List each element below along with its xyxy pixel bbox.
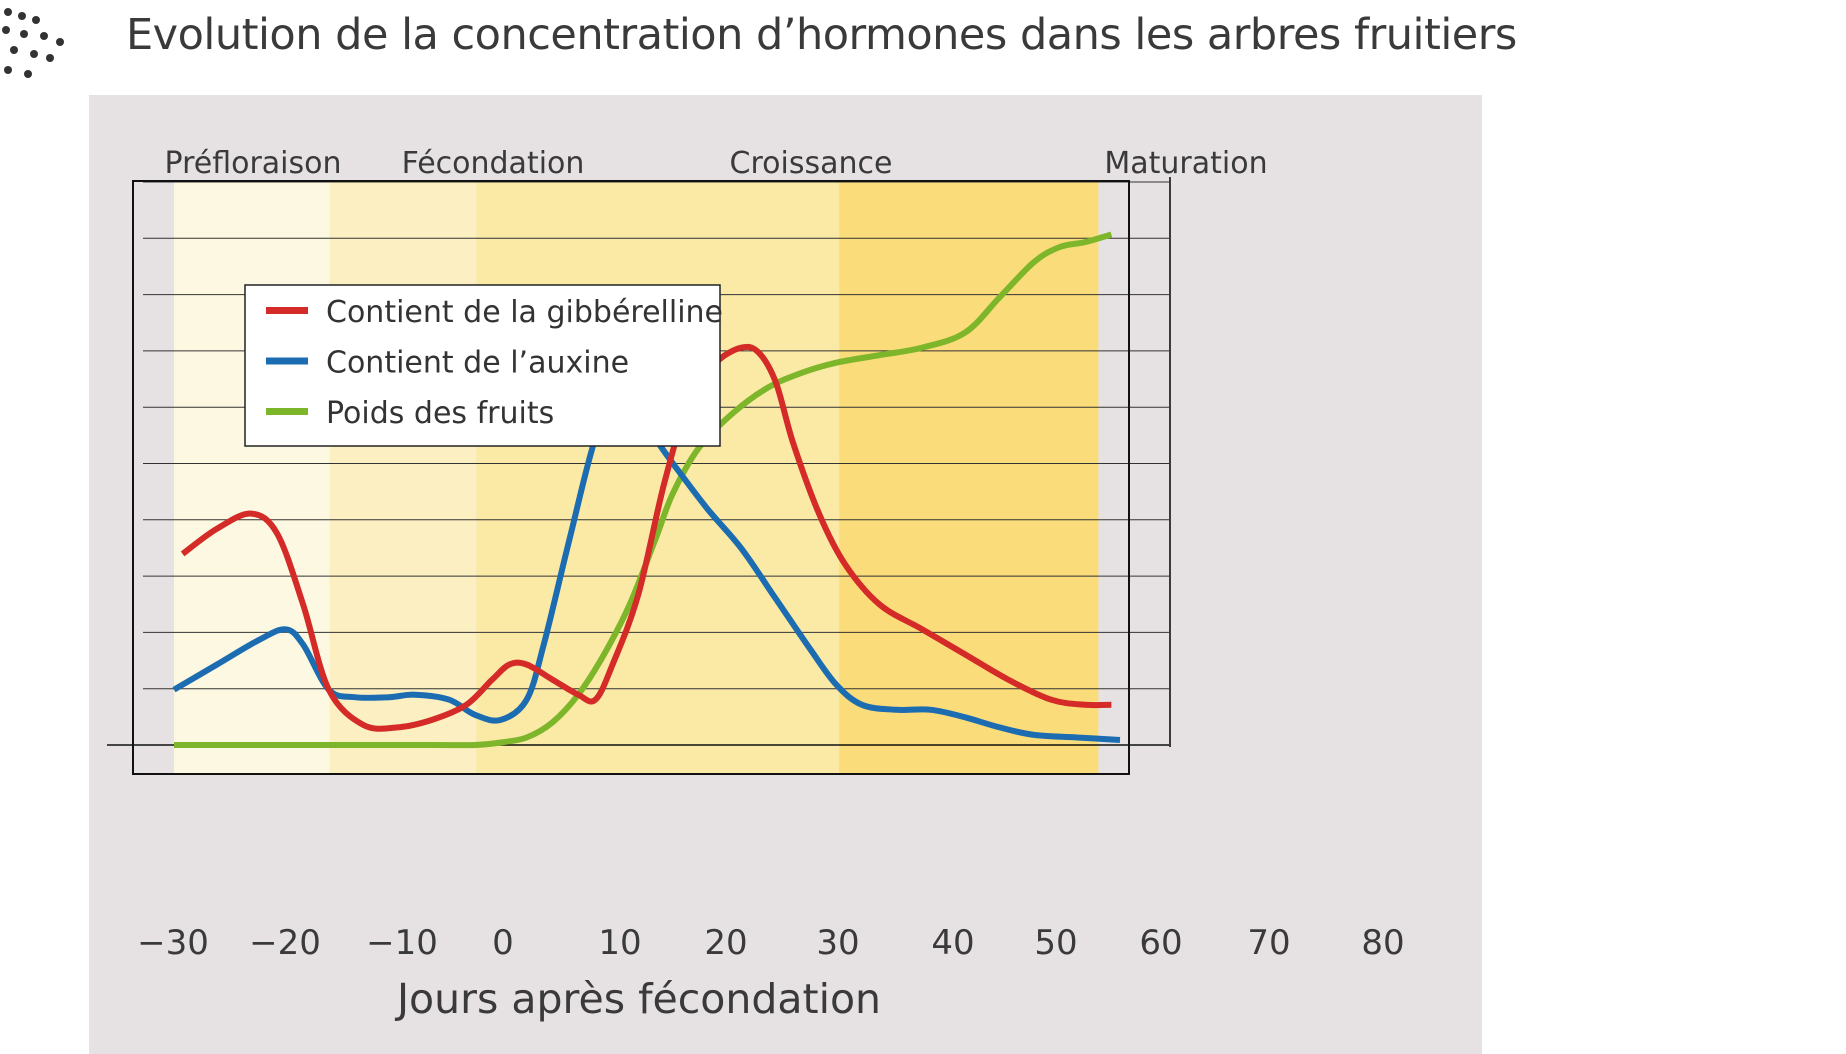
chart-title: Evolution de la concentration d’hormones… — [126, 10, 1517, 60]
legend-label: Contient de l’auxine — [326, 346, 629, 381]
x-tick-label: −10 — [366, 923, 438, 963]
x-tick-label: −20 — [249, 923, 321, 963]
chart: Contient de la gibbérelline Contient de l… — [107, 146, 1405, 1023]
legend-swatch — [266, 408, 308, 415]
phase-band — [329, 181, 477, 774]
legend: Contient de la gibbérelline Contient de l… — [244, 284, 723, 447]
phase-label: Fécondation — [402, 146, 585, 181]
legend-swatch — [266, 357, 308, 365]
phase-label: Préfloraison — [165, 146, 342, 181]
legend-label: Contient de la gibbérelline — [326, 295, 723, 330]
x-tick-label: 40 — [931, 923, 974, 963]
phase-label: Croissance — [730, 146, 893, 181]
chart-panel: Contient de la gibbérelline Contient de l… — [89, 95, 1482, 1054]
x-tick-label: 0 — [492, 923, 514, 963]
x-tick-label: 80 — [1361, 923, 1404, 963]
x-tick-label: −30 — [137, 923, 209, 963]
plot-frame — [132, 177, 1171, 775]
x-tick-label: 10 — [598, 923, 641, 963]
x-tick-label: 70 — [1247, 923, 1290, 963]
phase-band — [839, 181, 1099, 774]
x-tick-label: 20 — [704, 923, 747, 963]
x-tick-label: 50 — [1034, 923, 1077, 963]
x-axis-label: Jours après fécondation — [394, 975, 881, 1023]
phase-labels: Préfloraison Fécondation Croissance Maturat… — [165, 146, 1268, 181]
x-tick-label: 60 — [1139, 923, 1182, 963]
x-tick-label: 30 — [816, 923, 859, 963]
phase-band — [174, 181, 330, 774]
series-line-0 — [180, 343, 1112, 732]
legend-box — [244, 284, 721, 447]
legend-label: Poids des fruits — [326, 396, 554, 431]
phase-label: Maturation — [1104, 146, 1267, 181]
x-tick-labels: −30 −20 −10 0 10 20 30 40 50 60 70 80 — [137, 923, 1405, 963]
dots-logo-icon — [2, 8, 64, 78]
plot-border — [132, 180, 1130, 775]
phase-bands — [174, 181, 1099, 774]
series-line-2 — [173, 231, 1113, 749]
legend-swatch — [266, 307, 308, 314]
